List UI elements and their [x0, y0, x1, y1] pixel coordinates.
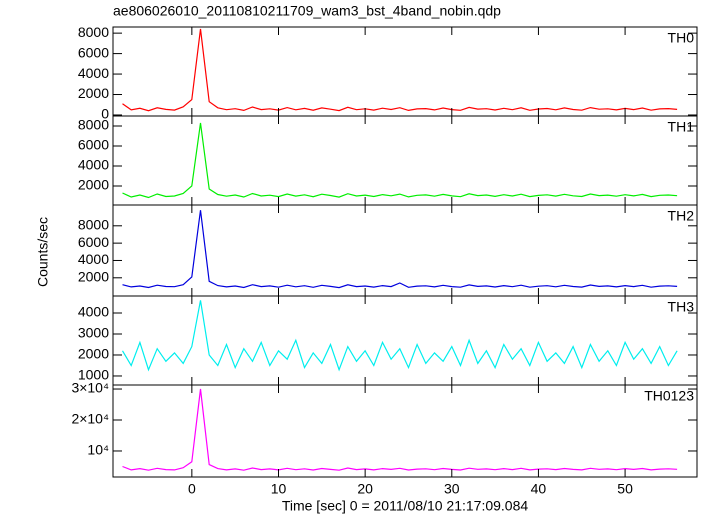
series-line: [122, 122, 678, 199]
panel-label: TH3: [668, 299, 695, 315]
y-tick-label: 8000: [78, 117, 109, 133]
y-tick-label: 8000: [78, 24, 109, 40]
x-tick-label: 0: [188, 481, 196, 497]
y-tick-label: 2000: [78, 85, 109, 101]
panel-frame: [112, 295, 698, 386]
y-tick-label: 10⁴: [87, 442, 109, 458]
y-tick-label: 2000: [78, 346, 109, 362]
series-line: [121, 300, 678, 372]
y-tick-label: 2×10⁴: [71, 411, 109, 427]
panel-frame: [112, 115, 698, 206]
y-tick-label: 4000: [78, 157, 109, 173]
panel-label: TH1: [668, 119, 695, 135]
y-tick-label: 4000: [78, 65, 109, 81]
y-tick-label: 2000: [78, 177, 109, 193]
y-tick-label: 4000: [78, 251, 109, 267]
chart-title: ae806026010_20110810211709_wam3_bst_4ban…: [113, 3, 501, 19]
panel-label: TH2: [668, 208, 695, 224]
x-tick-label: 10: [271, 481, 287, 497]
x-tick-label: 40: [531, 481, 547, 497]
y-axis-label: Counts/sec: [35, 217, 51, 287]
y-tick-label: 3000: [78, 325, 109, 341]
y-tick-label: 6000: [78, 137, 109, 153]
y-tick-label: 6000: [78, 234, 109, 250]
y-tick-label: 1000: [78, 367, 109, 383]
series-line: [122, 28, 678, 112]
y-tick-label: 3×10⁴: [71, 380, 109, 396]
y-tick-label: 2000: [78, 269, 109, 285]
panel-frame: [112, 26, 698, 117]
panel-label: TH0: [668, 30, 695, 46]
x-tick-label: 50: [617, 481, 633, 497]
y-tick-label: 8000: [78, 217, 109, 233]
x-tick-label: 20: [357, 481, 373, 497]
y-tick-label: 4000: [78, 304, 109, 320]
panel-frame: [112, 384, 698, 478]
panel-frame: [112, 204, 698, 297]
panel-label: TH0123: [644, 388, 694, 404]
series-line: [122, 388, 678, 471]
x-axis-label: Time [sec] 0 = 2011/08/10 21:17:09.084: [282, 498, 529, 514]
y-tick-label: 0: [101, 106, 109, 122]
x-tick-label: 30: [444, 481, 460, 497]
y-tick-label: 6000: [78, 44, 109, 60]
series-line: [122, 210, 678, 289]
